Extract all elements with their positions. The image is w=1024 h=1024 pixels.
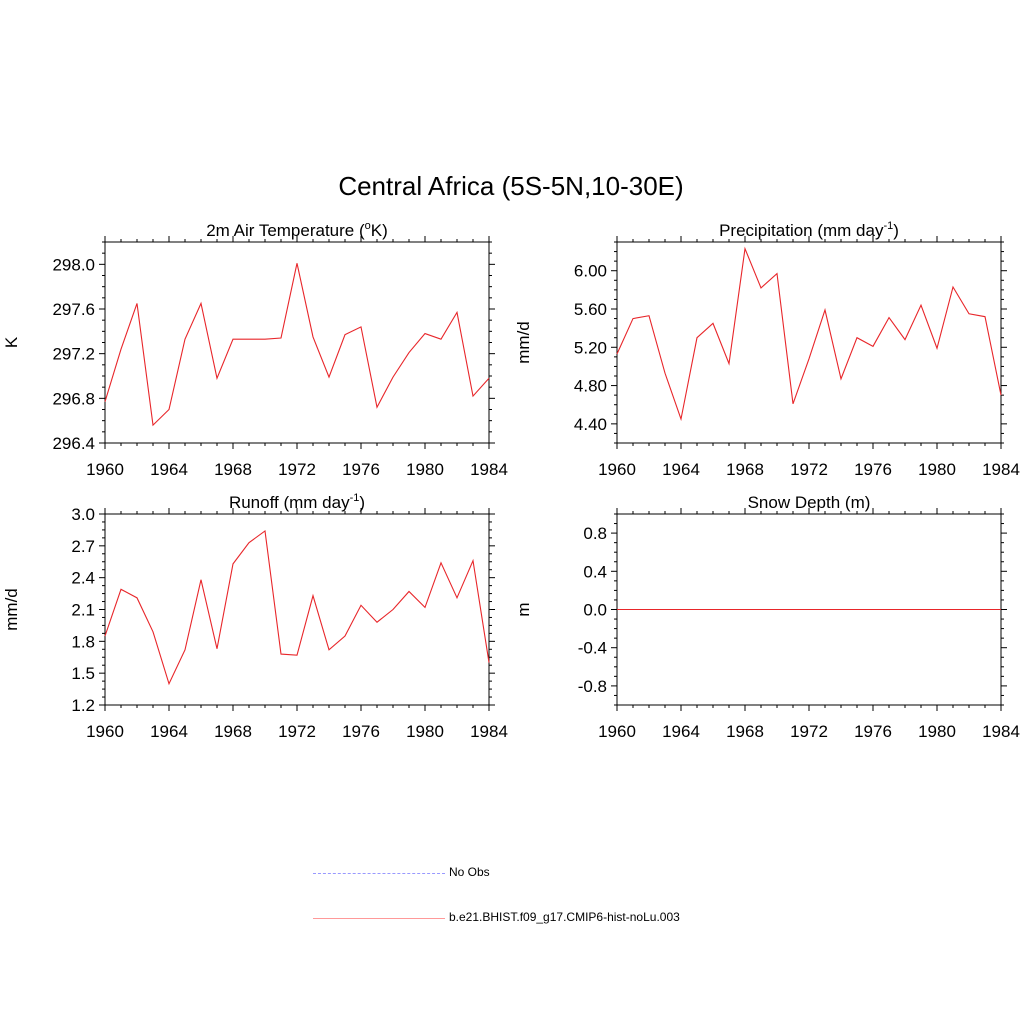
y-tick-label: 3.0	[71, 505, 95, 524]
x-tick-label: 1964	[662, 460, 700, 479]
x-tick-label: 1976	[854, 460, 892, 479]
x-tick-label: 1980	[918, 460, 956, 479]
y-axis-label: mm/d	[514, 321, 533, 364]
series-line-precipitation	[616, 246, 1002, 422]
x-tick-label: 1968	[214, 722, 252, 741]
y-axis-label: m	[514, 602, 533, 616]
y-tick-label: 2.1	[71, 601, 95, 620]
x-tick-label: 1980	[918, 722, 956, 741]
y-tick-label: 298.0	[52, 255, 95, 274]
panel-title: 2m Air Temperature (oK)	[206, 220, 388, 240]
y-axis-label: K	[2, 336, 21, 348]
panel-title: Runoff (mm day-1)	[229, 492, 365, 512]
x-tick-label: 1980	[406, 722, 444, 741]
y-tick-label: 296.4	[52, 434, 95, 453]
x-tick-label: 1960	[86, 460, 124, 479]
x-tick-label: 1976	[342, 722, 380, 741]
y-tick-label: 5.20	[574, 338, 607, 357]
y-tick-label: 297.2	[52, 345, 95, 364]
x-tick-label: 1968	[214, 460, 252, 479]
plot-frame	[104, 241, 490, 444]
panel-title: Precipitation (mm day-1)	[719, 220, 899, 240]
y-tick-label: 6.00	[574, 262, 607, 281]
panel-snow-depth: 1960 1964 1968 1972 1976 1980 1984 -0.8 -0.4 0.0 0…	[514, 493, 1020, 741]
y-tick-label: 2.7	[71, 537, 95, 556]
x-tick-label: 1964	[150, 722, 188, 741]
x-tick-label: 1984	[982, 722, 1020, 741]
x-tick-label: 1984	[982, 460, 1020, 479]
y-tick-label: 297.6	[52, 300, 95, 319]
x-tick-label: 1976	[342, 460, 380, 479]
x-tick-label: 1976	[854, 722, 892, 741]
y-tick-label: 4.80	[574, 377, 607, 396]
x-tick-label: 1972	[790, 460, 828, 479]
x-tick-label: 1972	[278, 722, 316, 741]
x-tick-label: 1968	[726, 460, 764, 479]
y-tick-label: 5.60	[574, 300, 607, 319]
y-tick-label: 1.2	[71, 696, 95, 715]
y-tick-label: 4.40	[574, 415, 607, 434]
x-tick-label: 1980	[406, 460, 444, 479]
x-tick-label: 1984	[470, 722, 508, 741]
y-tick-label: 1.5	[71, 664, 95, 683]
x-tick-label: 1960	[598, 722, 636, 741]
y-axis-label: mm/d	[2, 588, 21, 631]
y-tick-label: -0.4	[578, 639, 607, 658]
panel-runoff: 1960 1964 1968 1972 1976 1980 1984 1.2 1.5 1.8 2.1…	[2, 492, 508, 741]
panel-title: Snow Depth (m)	[748, 493, 871, 512]
x-tick-label: 1964	[150, 460, 188, 479]
x-tick-label: 1972	[790, 722, 828, 741]
figure-title: Central Africa (5S-5N,10-30E)	[338, 171, 683, 201]
panel-temperature: 1960 1964 1968 1972 1976 1980 1984 296.4 296.8 29…	[2, 220, 508, 479]
y-tick-label: 0.0	[583, 601, 607, 620]
y-tick-label: 2.4	[71, 569, 95, 588]
x-tick-label: 1960	[598, 460, 636, 479]
y-tick-label: -0.8	[578, 677, 607, 696]
x-tick-label: 1972	[278, 460, 316, 479]
x-tick-label: 1964	[662, 722, 700, 741]
y-tick-label: 1.8	[71, 632, 95, 651]
plot-frame	[616, 241, 1002, 444]
x-tick-label: 1960	[86, 722, 124, 741]
y-tick-label: 0.8	[583, 524, 607, 543]
x-tick-label: 1984	[470, 460, 508, 479]
plot-frame	[104, 513, 490, 706]
panel-precipitation: 1960 1964 1968 1972 1976 1980 1984 4.40 4.80 5.20…	[514, 220, 1020, 479]
y-tick-label: 0.4	[583, 562, 607, 581]
y-tick-label: 296.8	[52, 389, 95, 408]
series-line-runoff	[104, 529, 490, 686]
x-tick-label: 1968	[726, 722, 764, 741]
series-line-temperature	[104, 263, 490, 427]
